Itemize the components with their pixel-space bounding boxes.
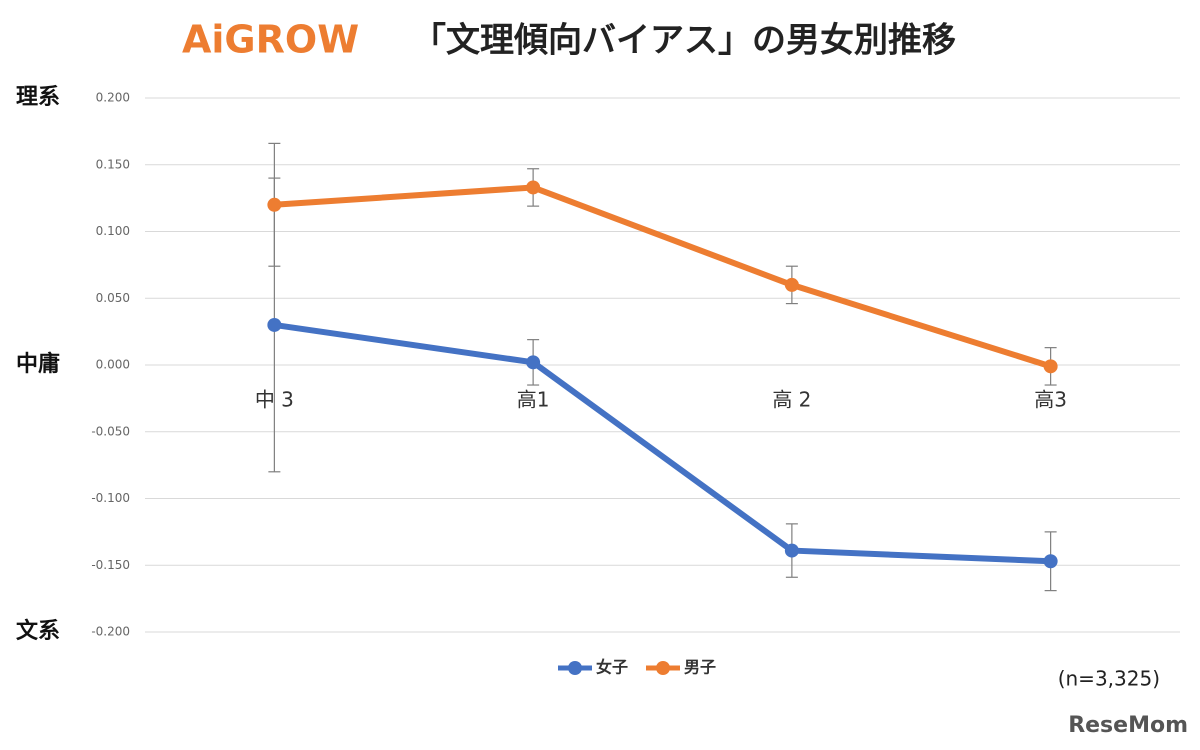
- legend-label: 男子: [684, 658, 716, 677]
- series-line: [274, 184, 1052, 370]
- legend-label: 女子: [596, 658, 628, 677]
- side-label: 中庸: [16, 351, 60, 377]
- x-tick-label: 高1: [517, 388, 550, 412]
- y-tick-label: 0.100: [96, 224, 130, 238]
- y-tick-label: 0.000: [96, 358, 130, 372]
- logo: AiGROW: [182, 18, 359, 62]
- point: [526, 355, 541, 370]
- sample-note: (n=3,325): [1058, 667, 1160, 691]
- side-label: 理系: [16, 85, 60, 110]
- y-tick-label: 0.150: [96, 157, 130, 171]
- point: [1043, 554, 1058, 569]
- point: [526, 180, 541, 195]
- point: [267, 197, 282, 212]
- y-tick-label: 0.200: [96, 91, 130, 105]
- point: [784, 543, 799, 558]
- y-tick-label: 0.050: [96, 291, 130, 305]
- legend-marker: [568, 661, 582, 675]
- point: [1043, 359, 1058, 374]
- point: [267, 317, 282, 332]
- x-tick-label: 高 2: [772, 388, 811, 412]
- y-tick-label: -0.050: [91, 424, 130, 438]
- chart-title: 「文理傾向バイアス」の男女別推移: [412, 21, 956, 61]
- legend-marker: [656, 661, 670, 675]
- y-tick-label: -0.150: [91, 558, 130, 572]
- x-tick-label: 高3: [1034, 388, 1067, 412]
- point: [784, 277, 799, 292]
- series-line: [273, 321, 1051, 565]
- watermark: ReseMom: [1068, 713, 1188, 738]
- y-tick-label: -0.200: [91, 625, 130, 639]
- side-label: 文系: [16, 618, 60, 644]
- y-tick-label: -0.100: [91, 491, 130, 505]
